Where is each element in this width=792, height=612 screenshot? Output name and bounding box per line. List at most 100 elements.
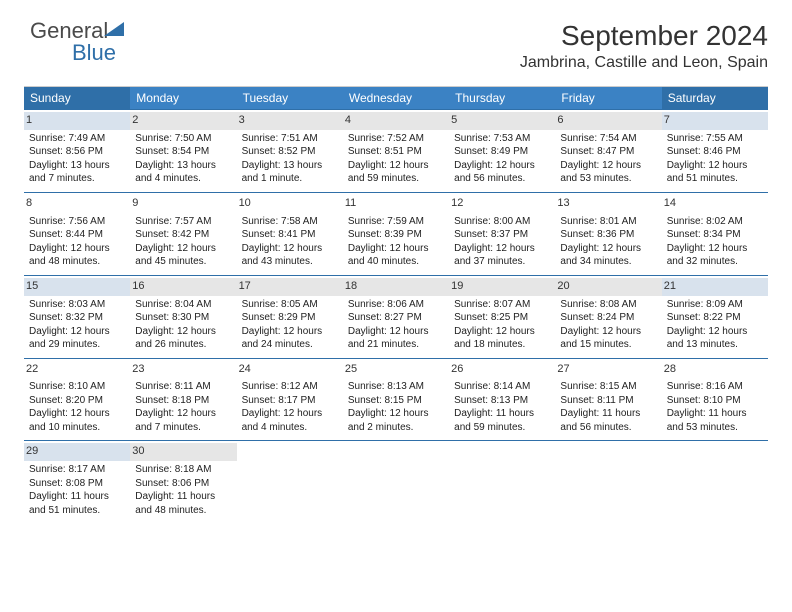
day-detail: Sunrise: 7:54 AMSunset: 8:47 PMDaylight:…	[559, 132, 657, 186]
day-detail: Sunrise: 7:51 AMSunset: 8:52 PMDaylight:…	[241, 132, 339, 186]
daylight-line: Daylight: 11 hours and 51 minutes.	[29, 490, 125, 517]
daylight-line: Daylight: 12 hours and 18 minutes.	[454, 325, 550, 352]
sunset-line: Sunset: 8:41 PM	[242, 228, 338, 242]
sunset-line: Sunset: 8:49 PM	[454, 145, 550, 159]
day-number: 10	[237, 195, 343, 213]
sunset-line: Sunset: 8:46 PM	[667, 145, 763, 159]
day-number: 19	[449, 278, 555, 296]
sunset-line: Sunset: 8:24 PM	[560, 311, 656, 325]
sunrise-line: Sunrise: 8:05 AM	[242, 298, 338, 312]
daylight-line: Daylight: 12 hours and 15 minutes.	[560, 325, 656, 352]
sunrise-line: Sunrise: 7:51 AM	[242, 132, 338, 146]
sunrise-line: Sunrise: 7:56 AM	[29, 215, 125, 229]
day-number: 3	[237, 112, 343, 130]
daylight-line: Daylight: 12 hours and 32 minutes.	[667, 242, 763, 269]
daylight-line: Daylight: 12 hours and 53 minutes.	[560, 159, 656, 186]
sunset-line: Sunset: 8:17 PM	[242, 394, 338, 408]
calendar-cell: 21 Sunrise: 8:09 AMSunset: 8:22 PMDayligh…	[662, 275, 768, 358]
calendar-cell: 3 Sunrise: 7:51 AMSunset: 8:52 PMDaylight…	[237, 109, 343, 192]
day-number: 21	[662, 278, 768, 296]
sunrise-line: Sunrise: 8:13 AM	[348, 380, 444, 394]
calendar-cell: 28Sunrise: 8:16 AMSunset: 8:10 PMDayligh…	[662, 358, 768, 441]
sunrise-line: Sunrise: 7:59 AM	[348, 215, 444, 229]
sunset-line: Sunset: 8:52 PM	[242, 145, 338, 159]
header: September 2024 Jambrina, Castille and Le…	[24, 20, 768, 72]
daylight-line: Daylight: 12 hours and 29 minutes.	[29, 325, 125, 352]
logo-triangle-icon	[104, 22, 124, 36]
calendar-cell: 2Sunrise: 7:50 AMSunset: 8:54 PMDaylight…	[130, 109, 236, 192]
day-number: 18	[343, 278, 449, 296]
day-detail: Sunrise: 8:18 AMSunset: 8:06 PMDaylight:…	[134, 463, 232, 517]
calendar-cell: 22Sunrise: 8:10 AMSunset: 8:20 PMDayligh…	[24, 358, 130, 441]
day-number: 6	[555, 112, 661, 130]
calendar-cell: 29Sunrise: 8:17 AMSunset: 8:08 PMDayligh…	[24, 440, 130, 523]
sunset-line: Sunset: 8:54 PM	[135, 145, 231, 159]
calendar-cell: 13Sunrise: 8:01 AMSunset: 8:36 PMDayligh…	[555, 192, 661, 275]
calendar-header-thursday: Thursday	[449, 87, 555, 109]
sunset-line: Sunset: 8:22 PM	[667, 311, 763, 325]
day-number: 28	[662, 361, 768, 379]
daylight-line: Daylight: 12 hours and 2 minutes.	[348, 407, 444, 434]
day-number: 22	[24, 361, 130, 379]
day-detail: Sunrise: 8:08 AMSunset: 8:24 PMDaylight:…	[559, 298, 657, 352]
day-number: 4	[343, 112, 449, 130]
sunset-line: Sunset: 8:20 PM	[29, 394, 125, 408]
day-detail: Sunrise: 8:04 AMSunset: 8:30 PMDaylight:…	[134, 298, 232, 352]
sunrise-line: Sunrise: 8:18 AM	[135, 463, 231, 477]
sunrise-line: Sunrise: 7:57 AM	[135, 215, 231, 229]
daylight-line: Daylight: 12 hours and 43 minutes.	[242, 242, 338, 269]
sunset-line: Sunset: 8:32 PM	[29, 311, 125, 325]
sunset-line: Sunset: 8:51 PM	[348, 145, 444, 159]
calendar-cell: 27Sunrise: 8:15 AMSunset: 8:11 PMDayligh…	[555, 358, 661, 441]
sunrise-line: Sunrise: 8:02 AM	[667, 215, 763, 229]
day-number: 11	[343, 195, 449, 213]
day-number: 8	[24, 195, 130, 213]
calendar-cell: 11Sunrise: 7:59 AMSunset: 8:39 PMDayligh…	[343, 192, 449, 275]
sunrise-line: Sunrise: 8:08 AM	[560, 298, 656, 312]
sunset-line: Sunset: 8:15 PM	[348, 394, 444, 408]
day-detail: Sunrise: 8:15 AMSunset: 8:11 PMDaylight:…	[559, 380, 657, 434]
sunset-line: Sunset: 8:37 PM	[454, 228, 550, 242]
sunrise-line: Sunrise: 8:15 AM	[560, 380, 656, 394]
day-detail: Sunrise: 8:09 AMSunset: 8:22 PMDaylight:…	[666, 298, 764, 352]
day-detail: Sunrise: 8:10 AMSunset: 8:20 PMDaylight:…	[28, 380, 126, 434]
sunset-line: Sunset: 8:18 PM	[135, 394, 231, 408]
sunrise-line: Sunrise: 8:07 AM	[454, 298, 550, 312]
day-number: 14	[662, 195, 768, 213]
day-detail: Sunrise: 7:58 AMSunset: 8:41 PMDaylight:…	[241, 215, 339, 269]
sunset-line: Sunset: 8:42 PM	[135, 228, 231, 242]
sunrise-line: Sunrise: 8:11 AM	[135, 380, 231, 394]
day-number: 26	[449, 361, 555, 379]
daylight-line: Daylight: 12 hours and 4 minutes.	[242, 407, 338, 434]
daylight-line: Daylight: 12 hours and 34 minutes.	[560, 242, 656, 269]
daylight-line: Daylight: 13 hours and 4 minutes.	[135, 159, 231, 186]
daylight-line: Daylight: 12 hours and 13 minutes.	[667, 325, 763, 352]
sunset-line: Sunset: 8:30 PM	[135, 311, 231, 325]
calendar-grid: SundayMondayTuesdayWednesdayThursdayFrid…	[24, 86, 768, 523]
day-detail: Sunrise: 7:53 AMSunset: 8:49 PMDaylight:…	[453, 132, 551, 186]
sunrise-line: Sunrise: 7:55 AM	[667, 132, 763, 146]
day-number: 9	[130, 195, 236, 213]
calendar-cell: 26Sunrise: 8:14 AMSunset: 8:13 PMDayligh…	[449, 358, 555, 441]
sunrise-line: Sunrise: 7:49 AM	[29, 132, 125, 146]
calendar-cell: 16Sunrise: 8:04 AMSunset: 8:30 PMDayligh…	[130, 275, 236, 358]
calendar-cell: 18Sunrise: 8:06 AMSunset: 8:27 PMDayligh…	[343, 275, 449, 358]
page-subtitle: Jambrina, Castille and Leon, Spain	[24, 54, 768, 72]
sunset-line: Sunset: 8:27 PM	[348, 311, 444, 325]
day-number: 29	[24, 443, 130, 461]
day-number: 25	[343, 361, 449, 379]
calendar-cell: 7Sunrise: 7:55 AMSunset: 8:46 PMDaylight…	[662, 109, 768, 192]
sunset-line: Sunset: 8:11 PM	[560, 394, 656, 408]
daylight-line: Daylight: 12 hours and 59 minutes.	[348, 159, 444, 186]
sunset-line: Sunset: 8:36 PM	[560, 228, 656, 242]
sunset-line: Sunset: 8:25 PM	[454, 311, 550, 325]
calendar-cell: 19 Sunrise: 8:07 AMSunset: 8:25 PMDayligh…	[449, 275, 555, 358]
day-number: 17	[237, 278, 343, 296]
day-detail: Sunrise: 8:13 AMSunset: 8:15 PMDaylight:…	[347, 380, 445, 434]
daylight-line: Daylight: 11 hours and 59 minutes.	[454, 407, 550, 434]
sunset-line: Sunset: 8:08 PM	[29, 477, 125, 491]
daylight-line: Daylight: 11 hours and 48 minutes.	[135, 490, 231, 517]
daylight-line: Daylight: 12 hours and 21 minutes.	[348, 325, 444, 352]
sunrise-line: Sunrise: 7:54 AM	[560, 132, 656, 146]
logo: General Blue	[30, 20, 124, 64]
